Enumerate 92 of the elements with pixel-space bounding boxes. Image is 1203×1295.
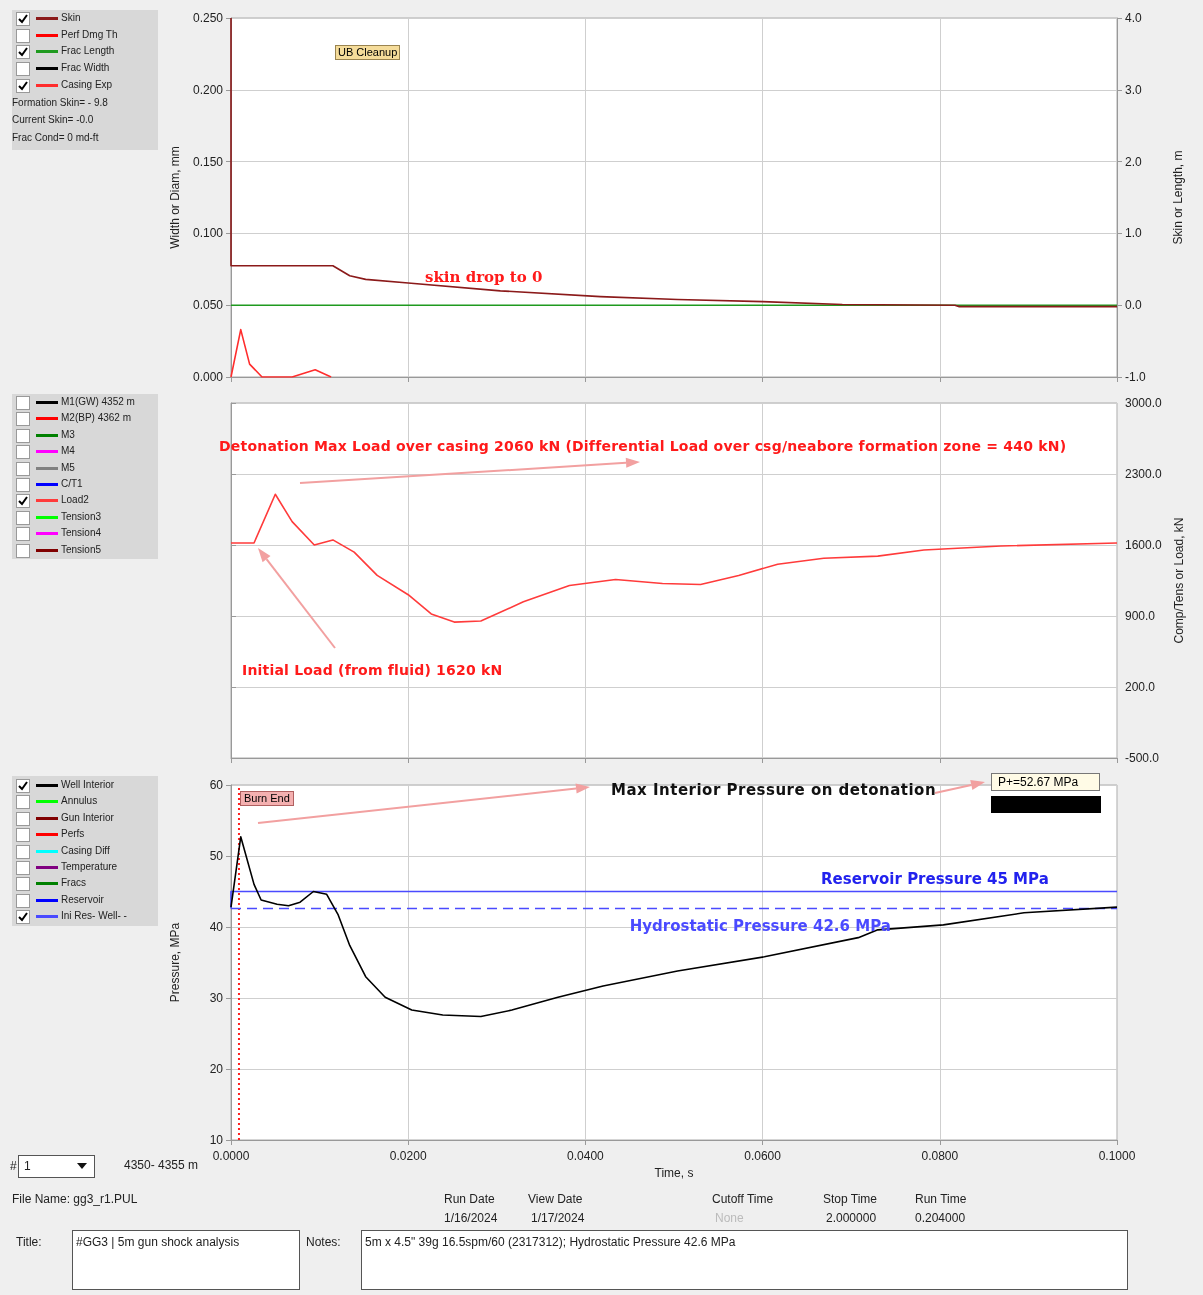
text: Stop Time	[823, 1192, 878, 1207]
y2-tick-label: 200.0	[1125, 680, 1156, 694]
y-tick-label: 30	[209, 991, 224, 1005]
y2-tick-label: 3.0	[1125, 82, 1143, 97]
text: 4350- 4355 m	[124, 1158, 199, 1173]
y-tick-label: 0.150	[192, 154, 224, 169]
y-axis-title: Width or Diam, mm	[168, 146, 182, 249]
y2-tick-label: -1.0	[1125, 370, 1146, 384]
text: 1	[24, 1159, 31, 1174]
y-tick-label: 60	[209, 778, 224, 792]
annotation: P+=52.67 MPa	[991, 773, 1100, 792]
legend-label: Frac Width	[61, 62, 110, 74]
y-tick-label: 0.000	[192, 370, 224, 384]
legend-label: M2(BP) 4362 m	[61, 412, 132, 424]
text: Title:	[16, 1235, 42, 1250]
y2-tick-label: 2300.0	[1125, 467, 1163, 481]
y2-axis-title: Comp/Tens or Load, kN	[1171, 517, 1186, 644]
text: Frac Cond= 0 md-ft	[12, 132, 99, 144]
y2-tick-label: -500.0	[1125, 751, 1160, 765]
y-tick-label: 0.200	[192, 82, 224, 97]
legend-label: M3	[61, 428, 75, 440]
legend-label: Load2	[61, 494, 89, 506]
annotation: skin drop to 0	[425, 268, 543, 286]
y-tick-label: 20	[209, 1062, 224, 1076]
y2-tick-label: 1600.0	[1125, 538, 1163, 552]
x-tick-label: 0.0800	[921, 1149, 959, 1163]
y2-tick-label: 1.0	[1125, 226, 1143, 241]
x-tick-label: 0.0000	[212, 1149, 250, 1163]
line-series	[230, 328, 332, 378]
legend-label: Casing Exp	[61, 78, 113, 90]
text: #	[10, 1159, 17, 1174]
legend-label: Perf Dmg Th	[61, 28, 118, 40]
legend-label: Ini Res- Well- -	[61, 910, 127, 922]
ref-line-label: Hydrostatic Pressure 42.6 MPa	[629, 916, 891, 935]
annotation: Max Interior Pressure on detonation	[611, 781, 937, 799]
line-series	[230, 17, 1118, 308]
text: 2.000000	[826, 1211, 877, 1226]
y-tick-label: 0.250	[192, 11, 224, 25]
legend-label: Tension3	[61, 510, 102, 522]
ref-line-label: Burn End	[239, 791, 294, 807]
legend-label: Tension5	[61, 543, 102, 555]
text: 1/16/2024	[444, 1211, 498, 1226]
x-tick-label: 0.1000	[1098, 1149, 1136, 1163]
legend-label: Gun Interior	[61, 811, 114, 823]
legend-label: Temperature	[61, 861, 118, 872]
y-tick-label: 40	[209, 920, 224, 934]
legend-label: M4	[61, 445, 75, 457]
legend-label: Reservoir	[61, 893, 104, 905]
text: Current Skin= -0.0	[12, 114, 94, 126]
text: Cutoff Time	[712, 1192, 774, 1207]
legend-label: Tension4	[61, 527, 102, 539]
y-tick-label: 50	[209, 849, 224, 863]
y2-tick-label: 4.0	[1125, 11, 1143, 25]
text: 1/17/2024	[531, 1211, 585, 1226]
x-tick-label: 0.0200	[389, 1149, 427, 1163]
text: Notes:	[306, 1235, 341, 1250]
y2-tick-label: 900.0	[1125, 609, 1156, 623]
text: #GG3 | 5m gun shock analysis	[76, 1235, 240, 1250]
legend-label: Fracs	[61, 877, 86, 889]
text: File Name: gg3_r1.PUL	[12, 1192, 138, 1207]
legend-label: Perfs	[61, 828, 85, 840]
x-tick-label: 0.0400	[567, 1149, 605, 1163]
legend-label: Casing Diff	[61, 844, 110, 856]
y2-tick-label: 3000.0	[1125, 396, 1163, 410]
x-tick-label: 0.0600	[744, 1149, 782, 1163]
text: View Date	[528, 1192, 583, 1207]
annotation: Detonation Max Load over casing 2060 kN (Differential Load over csg/neabore formation zone = 440 kN)	[219, 438, 1067, 455]
legend-label: Well Interior	[61, 779, 115, 790]
y-axis-title: Pressure, MPa	[168, 922, 182, 1003]
text: Run Time	[915, 1192, 967, 1207]
annotation: Reservoir Pressure 45 MPa	[821, 869, 1049, 888]
text: Run Date	[444, 1192, 495, 1207]
y2-tick-label: 0.0	[1125, 298, 1143, 313]
legend-label: M5	[61, 461, 75, 473]
legend-label: Frac Length	[61, 45, 115, 57]
text: Formation Skin= - 9.8	[12, 97, 108, 109]
line-series	[230, 493, 1118, 623]
legend-label: M1(GW) 4352 m	[61, 396, 135, 407]
text: 5m x 4.5" 39g 16.5spm/60 (2317312); Hydrostatic Pressure 42.6 MPa	[365, 1235, 736, 1250]
legend-label: C/T1	[61, 478, 83, 489]
y-tick-label: 10	[209, 1133, 224, 1147]
annotation: Initial Load (from fluid) 1620 kN	[242, 662, 503, 679]
annotation: UB Cleanup	[335, 45, 401, 61]
line-series	[230, 836, 1118, 1018]
legend-label: Annulus	[61, 795, 98, 807]
legend-label: Skin	[61, 12, 81, 23]
text: 0.204000	[915, 1211, 966, 1226]
x-axis-title: Time, s	[654, 1165, 694, 1180]
y2-axis-title: Skin or Length, m	[1171, 150, 1185, 245]
y2-tick-label: 2.0	[1125, 154, 1143, 169]
y-tick-label: 0.100	[192, 226, 224, 241]
y-tick-label: 0.050	[192, 298, 224, 313]
